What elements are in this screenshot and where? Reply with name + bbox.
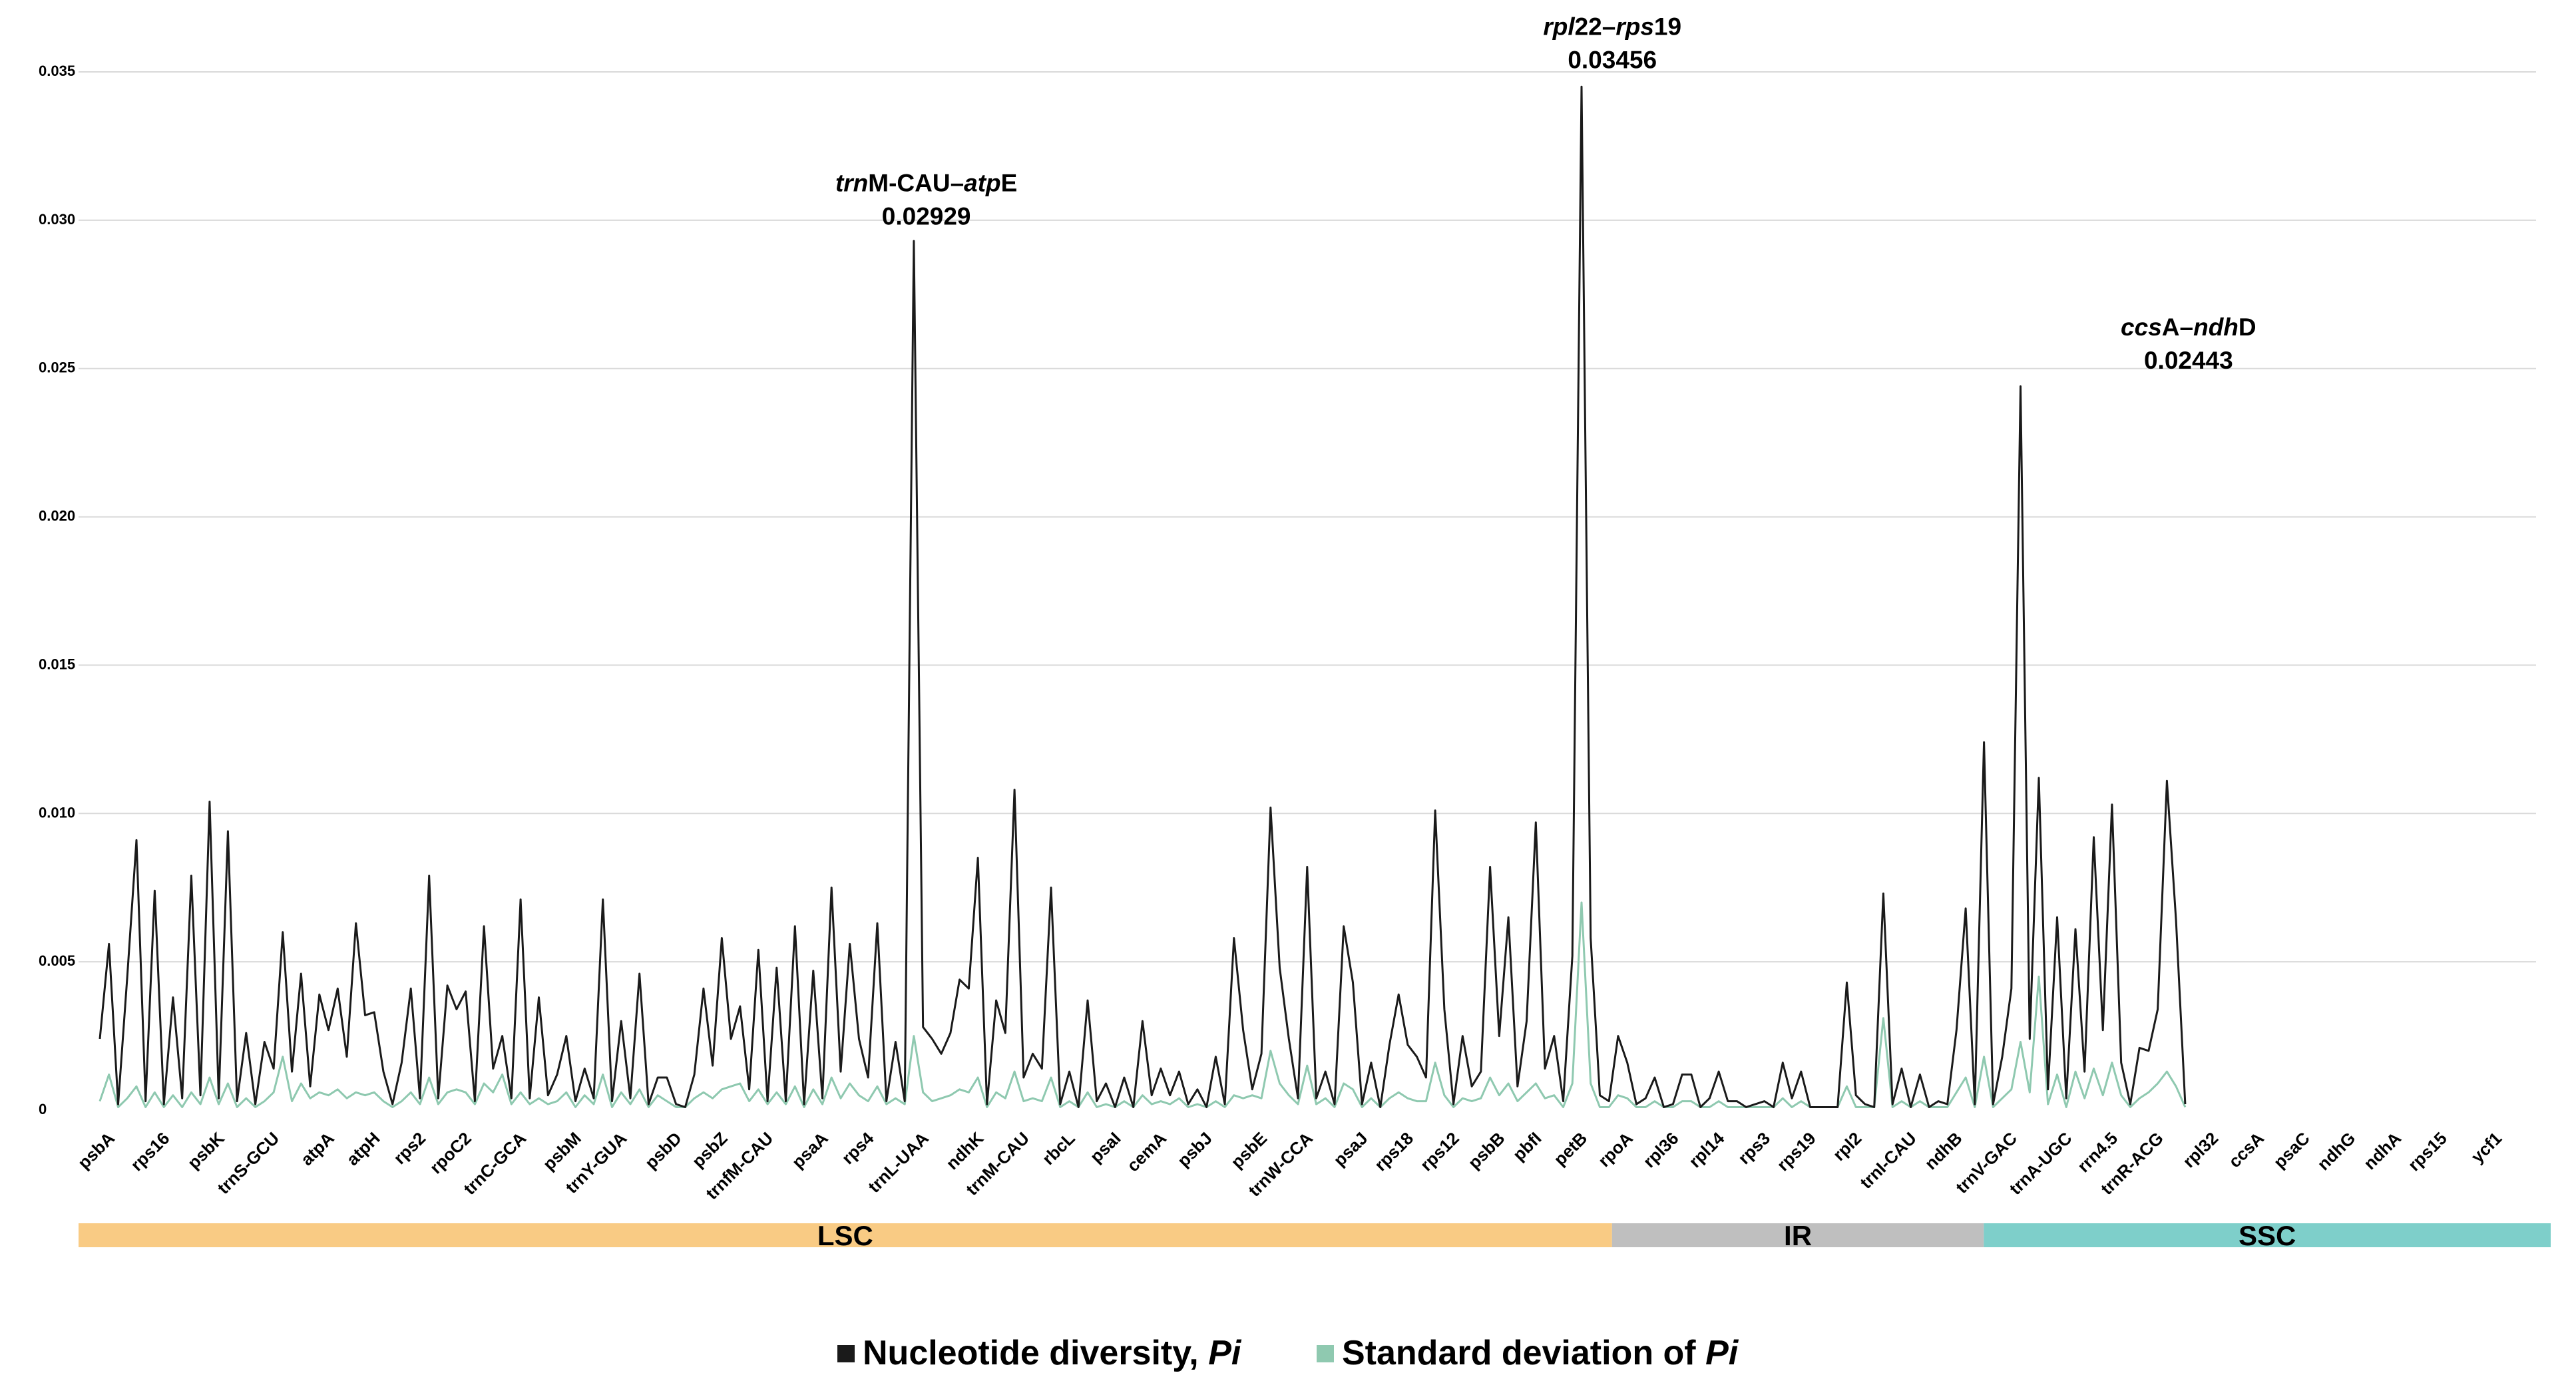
x-tick-label: psbD	[641, 1128, 686, 1173]
x-tick-label: ndhA	[2360, 1128, 2405, 1173]
x-tick-label: rps12	[1416, 1128, 1463, 1175]
peak-annotation-name: trnM-CAU–atpE	[835, 170, 1017, 197]
y-tick-label: 0.020	[39, 508, 75, 524]
x-tick-label: rps3	[1734, 1128, 1774, 1168]
peak-annotation-name: ccsA–ndhD	[2121, 313, 2256, 341]
pi-series	[99, 85, 2187, 1108]
x-tick-label: pbfI	[1509, 1128, 1546, 1165]
x-tick-label: ccsA	[2225, 1128, 2268, 1171]
region-segment	[1611, 1223, 1984, 1247]
x-tick-label: atpA	[297, 1128, 338, 1169]
x-tick-label: ndhG	[2313, 1128, 2359, 1174]
y-tick-label: 0.005	[39, 952, 75, 969]
pi-line	[99, 85, 2187, 1108]
x-tick-label: rpl36	[1639, 1128, 1682, 1171]
x-tick-label: rps18	[1371, 1128, 1417, 1175]
x-tick-label: ndhB	[1920, 1128, 1966, 1173]
x-tick-label: rpl32	[2179, 1128, 2222, 1171]
x-tick-label: rpoA	[1594, 1128, 1637, 1171]
x-tick-label: rps2	[389, 1128, 429, 1168]
x-tick-label: trnI-CAU	[1856, 1128, 1920, 1193]
region-segment	[1984, 1223, 2551, 1247]
y-tick-label: 0.025	[39, 359, 75, 376]
legend: Nucleotide diversity, Pi Standard deviati…	[837, 1334, 1739, 1372]
x-tick-label: cemA	[1123, 1128, 1170, 1175]
y-tick-label: 0.010	[39, 804, 75, 821]
x-tick-label: rps19	[1773, 1128, 1819, 1175]
x-tick-label: psbA	[74, 1128, 118, 1173]
x-tick-label: rbcL	[1038, 1128, 1079, 1169]
x-tick-label: rps4	[837, 1128, 877, 1168]
y-tick-label: 0	[39, 1101, 47, 1117]
x-tick-label: rpl2	[1829, 1128, 1866, 1165]
peak-annotations: trnM-CAU–atpE 0.02929 rpl22–rps19 0.03456 cc…	[835, 13, 2256, 375]
x-tick-label: ycf1	[2467, 1128, 2505, 1167]
peak-annotation-value: 0.02443	[2144, 347, 2233, 374]
x-tick-label: trnL-UAA	[864, 1128, 933, 1197]
peak-annotation-name: rpl22–rps19	[1543, 13, 1681, 41]
peak-annotation-value: 0.02929	[882, 203, 971, 230]
x-tick-label: rpl14	[1685, 1128, 1729, 1172]
x-tick-label: psaA	[788, 1128, 832, 1172]
x-tick-label: psaJ	[1329, 1128, 1371, 1170]
y-tick-label: 0.015	[39, 656, 75, 672]
gridlines	[79, 71, 2536, 963]
y-axis-ticks: 0 0.005 0.010 0.015 0.020 0.025 0.030 0.035	[39, 63, 75, 1117]
legend-label: Standard deviation of Pi	[1342, 1334, 1739, 1372]
region-segment	[79, 1223, 1612, 1247]
legend-label: Nucleotide diversity, Pi	[863, 1334, 1242, 1372]
x-tick-label: psbZ	[688, 1128, 731, 1171]
x-tick-label: rps15	[2404, 1128, 2451, 1175]
peak-annotation-value: 0.03456	[1568, 47, 1657, 74]
y-tick-label: 0.035	[39, 63, 75, 79]
x-tick-label: rpoC2	[426, 1128, 475, 1177]
region-label: SSC	[2239, 1220, 2296, 1251]
legend-swatch	[837, 1345, 855, 1362]
region-bar: LSC IR SSC	[79, 1220, 2551, 1251]
region-label: IR	[1784, 1220, 1812, 1251]
y-tick-label: 0.030	[39, 211, 75, 228]
x-tick-label: petB	[1550, 1128, 1591, 1169]
region-label: LSC	[817, 1220, 873, 1251]
x-tick-label: rps16	[126, 1128, 173, 1175]
x-tick-label: psaI	[1086, 1128, 1124, 1167]
x-tick-label: psbK	[184, 1128, 228, 1173]
legend-swatch	[1317, 1345, 1334, 1362]
x-tick-label: psbJ	[1174, 1128, 1216, 1171]
x-tick-label: psaC	[2270, 1128, 2314, 1172]
x-tick-label: atpH	[342, 1128, 383, 1169]
x-tick-label: psbB	[1464, 1128, 1508, 1173]
